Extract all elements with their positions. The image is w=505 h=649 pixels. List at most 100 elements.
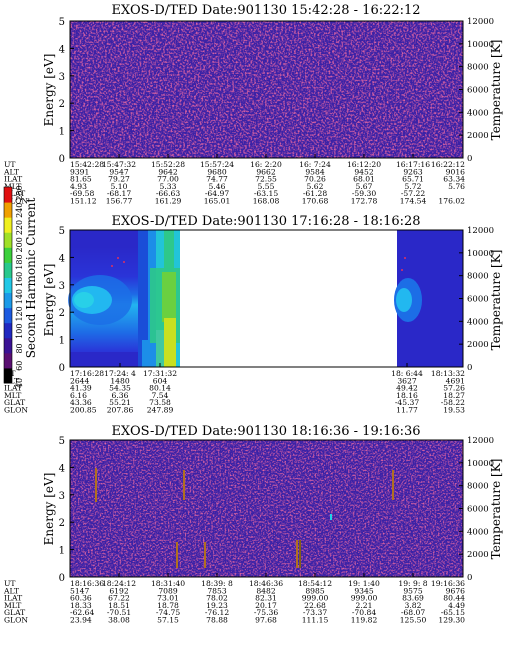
- table-cell: 6.16: [70, 391, 87, 400]
- table-cell: -76.12: [205, 608, 229, 617]
- colorbar-swatch: [4, 247, 12, 263]
- table-cell: 18:24:12: [102, 579, 136, 588]
- table-cell: 18:16:36: [70, 579, 104, 588]
- y-tick-label-right: 6000: [467, 505, 489, 515]
- table-cell: 15:57:24: [200, 160, 234, 169]
- table-cell: 7853: [207, 586, 226, 595]
- table-cell: 18.78: [157, 601, 179, 610]
- table-cell: 9575: [403, 586, 422, 595]
- panel-2-data-block-2: [394, 230, 463, 367]
- table-row-label: ALT: [3, 586, 19, 595]
- colorbar-tick-label: 40: [15, 378, 24, 388]
- table-cell: 18: 6:44: [391, 369, 423, 378]
- table-cell: 111.15: [302, 616, 329, 625]
- table-cell: 176.02: [438, 197, 465, 206]
- colorbar-tick-label: 220: [15, 220, 24, 235]
- table-cell: -68.07: [401, 608, 425, 617]
- table-cell: 17:31:32: [143, 369, 177, 378]
- table-row-label: ALT: [3, 167, 19, 176]
- y-tick-label-right: 4000: [467, 317, 489, 327]
- table-cell: 57.26: [443, 384, 465, 393]
- table-cell: 119.82: [351, 616, 378, 625]
- table-cell: 70.26: [304, 175, 326, 184]
- table-cell: 16:22:12: [431, 160, 465, 169]
- y-tick-label-right: 0: [467, 573, 472, 583]
- table-cell: 16:17:16: [396, 160, 430, 169]
- table-cell: 19: 1:40: [348, 579, 380, 588]
- panel-1-ylabel-right: Temperature [K]: [489, 40, 503, 141]
- colorbar-tick-label: 240: [15, 203, 24, 218]
- colorbar-swatch: [4, 217, 12, 233]
- table-cell: -73.37: [303, 608, 327, 617]
- y-tick-label-right: 0: [467, 154, 472, 164]
- colorbar-swatch: [4, 367, 12, 384]
- panel-3: EXOS-D/TED Date:901130 18:16:36 - 19:16:…: [3, 424, 503, 625]
- table-cell: 18:13:32: [431, 369, 465, 378]
- table-cell: 19: 9: 8: [398, 579, 427, 588]
- table-cell: 3.82: [405, 601, 422, 610]
- table-row-label: ILAT: [4, 175, 22, 184]
- table-cell: -59.30: [352, 189, 376, 198]
- table-cell: -65.15: [441, 608, 465, 617]
- table-cell: 207.86: [107, 406, 134, 415]
- panel-3-x-ticks: [69, 573, 464, 577]
- table-cell: 57.15: [157, 616, 179, 625]
- colorbar-tick-label: 200: [15, 237, 24, 252]
- y-tick-label-left: 4: [59, 463, 65, 474]
- y-tick-label-right: 12000: [467, 17, 494, 27]
- table-cell: 3627: [397, 376, 416, 385]
- table-cell: 8482: [256, 586, 275, 595]
- table-cell: 73.01: [157, 594, 179, 603]
- panel-1-y-ticks-left: 0 1 2 3 4 5: [59, 17, 74, 165]
- table-cell: 1480: [110, 376, 129, 385]
- table-cell: 151.12: [70, 197, 97, 206]
- colorbar-swatch: [4, 337, 12, 354]
- table-cell: 999.00: [351, 594, 378, 603]
- table-cell: 5.67: [356, 182, 373, 191]
- table-cell: 4.49: [448, 601, 465, 610]
- table-cell: 165.01: [204, 197, 231, 206]
- y-tick-label-left: 0: [59, 363, 65, 374]
- table-cell: 9016: [446, 167, 465, 176]
- panel-1: EXOS-D/TED Date:901130 15:42:28 - 16:22:…: [3, 3, 503, 206]
- y-tick-label-left: 2: [59, 99, 65, 110]
- table-cell: 80.14: [149, 384, 171, 393]
- table-cell: -70.84: [352, 608, 376, 617]
- y-tick-label-right: 10000: [467, 459, 494, 469]
- y-tick-label-right: 4000: [467, 108, 489, 118]
- table-cell: 68.01: [353, 175, 375, 184]
- table-cell: 80.44: [443, 594, 465, 603]
- y-tick-label-right: 8000: [467, 482, 489, 492]
- table-cell: 74.77: [206, 175, 228, 184]
- table-cell: 200.85: [70, 406, 97, 415]
- colorbar-swatch: [4, 262, 12, 278]
- table-cell: 5.72: [405, 182, 422, 191]
- y-tick-label-right: 8000: [467, 272, 489, 282]
- table-cell: -62.64: [70, 608, 94, 617]
- table-cell: -45.37: [395, 398, 419, 407]
- table-cell: 5.76: [448, 182, 465, 191]
- table-cell: 15:47:32: [102, 160, 136, 169]
- y-tick-label-right: 4000: [467, 527, 489, 537]
- table-cell: 78.02: [206, 594, 228, 603]
- table-cell: 18.33: [70, 601, 92, 610]
- panel-2-ylabel: Energy [eV]: [42, 264, 56, 337]
- table-cell: 16: 7:24: [299, 160, 331, 169]
- table-cell: 16: 2:20: [250, 160, 282, 169]
- colorbar-tick-label: 60: [15, 361, 24, 371]
- table-cell: 72.55: [255, 175, 277, 184]
- table-cell: 2644: [70, 376, 89, 385]
- colorbar-swatch: [4, 277, 12, 294]
- table-cell: 73.58: [149, 398, 171, 407]
- table-cell: 9547: [109, 167, 128, 176]
- table-cell: 41.39: [70, 384, 92, 393]
- table-cell: 16:12:20: [347, 160, 381, 169]
- table-cell: 129.30: [438, 616, 465, 625]
- table-cell: 5.46: [209, 182, 226, 191]
- table-cell: 168.08: [253, 197, 280, 206]
- panel-2-y-ticks-right: 0 2000 4000 6000 8000 10000 12000: [459, 226, 494, 373]
- table-cell: 18:39: 8: [201, 579, 233, 588]
- table-cell: 7089: [158, 586, 177, 595]
- table-cell: 18:31:40: [151, 579, 185, 588]
- table-cell: 5.33: [160, 182, 177, 191]
